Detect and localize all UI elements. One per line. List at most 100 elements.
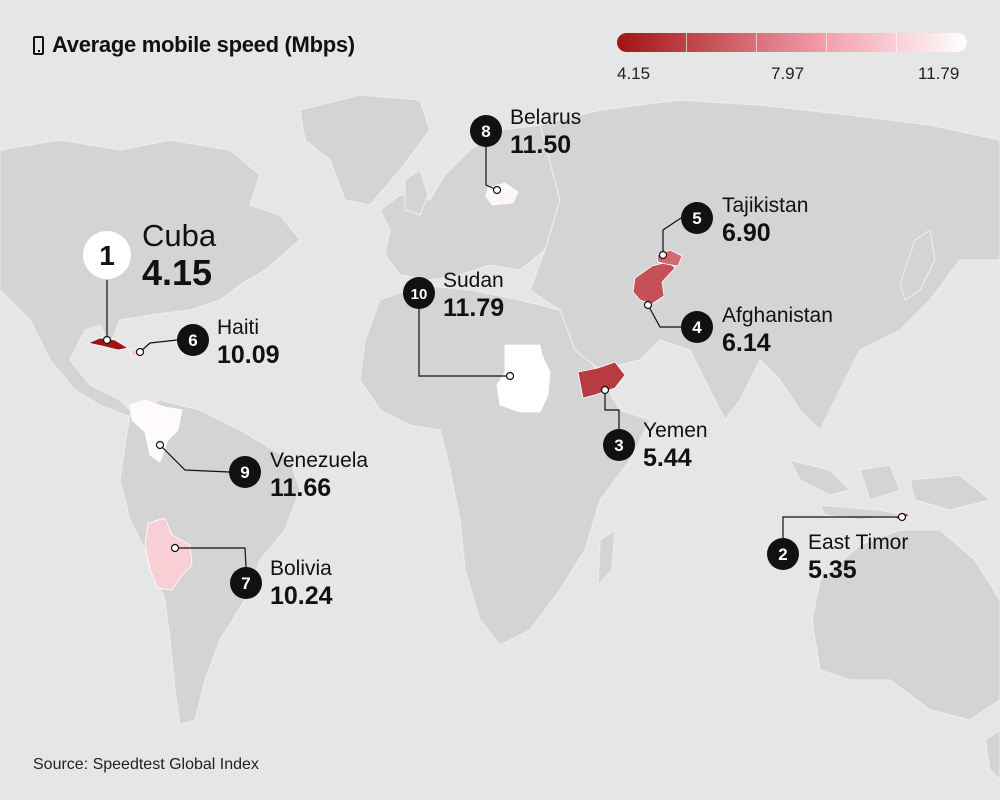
indonesia <box>788 459 992 521</box>
leader-yemen <box>604 390 620 429</box>
badge-sudan <box>403 277 435 309</box>
country-name: Bolivia <box>270 557 332 580</box>
badge-bolivia <box>230 567 262 599</box>
country-value: 10.24 <box>270 582 333 610</box>
badge-venezuela <box>229 456 261 488</box>
legend-divider <box>686 33 687 52</box>
australia <box>811 529 1000 721</box>
uk <box>404 169 429 216</box>
label-east-timor: East Timor 5.35 <box>808 532 908 583</box>
color-scale-legend <box>617 33 967 52</box>
country-name: Sudan <box>443 269 504 292</box>
country-name: Venezuela <box>270 449 369 472</box>
country-name: Belarus <box>510 106 582 129</box>
endpoint-venezuela <box>155 440 165 450</box>
badge-afghanistan <box>681 311 713 343</box>
badge-rank-haiti: 6 <box>188 331 197 350</box>
label-sudan: Sudan 11.79 <box>443 270 504 321</box>
japan <box>899 228 936 301</box>
country-value: 10.09 <box>217 341 280 369</box>
label-venezuela: Venezuela 11.66 <box>270 450 368 501</box>
country-value: 11.66 <box>270 474 332 502</box>
legend-max-label: 11.79 <box>918 64 960 83</box>
endpoint-yemen <box>600 385 610 395</box>
endpoint-tajikistan <box>658 250 668 260</box>
chart-title: Average mobile speed (Mbps) <box>33 32 355 58</box>
label-haiti: Haiti 10.09 <box>217 317 280 368</box>
endpoint-sudan <box>505 371 515 381</box>
new-zealand <box>984 729 1000 781</box>
country-venezuela[interactable] <box>129 399 183 463</box>
highlighted-countries <box>86 182 911 591</box>
label-afghanistan: Afghanistan 6.14 <box>722 305 833 356</box>
badge-rank-east-timor: 2 <box>778 545 787 564</box>
mobile-phone-icon <box>33 35 44 55</box>
endpoint-bolivia <box>170 543 180 553</box>
leader-bolivia <box>175 547 247 568</box>
badge-belarus <box>470 115 502 147</box>
country-name: Yemen <box>643 419 708 442</box>
endpoint-belarus <box>492 185 502 195</box>
badge-rank-belarus: 8 <box>481 122 490 141</box>
badge-rank-bolivia: 7 <box>241 574 250 593</box>
badge-haiti <box>177 324 209 356</box>
badge-tajikistan <box>681 202 713 234</box>
country-value: 5.35 <box>808 556 857 584</box>
source-note: Source: Speedtest Global Index <box>33 756 259 773</box>
legend-divider <box>756 33 757 52</box>
badge-cuba <box>83 231 131 279</box>
country-name: East Timor <box>808 531 909 554</box>
endpoint-cuba <box>102 335 112 345</box>
badge-rank-sudan: 10 <box>411 286 428 303</box>
legend-min-label: 4.15 <box>617 64 651 83</box>
endpoint-east-timor <box>897 512 907 522</box>
leader-sudan <box>418 309 510 377</box>
badge-rank-yemen: 3 <box>614 436 623 455</box>
badge-yemen <box>603 429 635 461</box>
country-name: Haiti <box>217 316 260 339</box>
leader-venezuela <box>159 444 230 473</box>
label-bolivia: Bolivia 10.24 <box>270 558 333 609</box>
africa <box>359 284 651 646</box>
label-belarus: Belarus 11.50 <box>510 107 581 158</box>
country-value: 4.15 <box>142 252 213 293</box>
leader-haiti <box>139 339 178 353</box>
chart-title-text: Average mobile speed (Mbps) <box>52 32 355 57</box>
asia <box>529 99 1000 432</box>
country-bolivia[interactable] <box>144 517 193 591</box>
legend-divider <box>826 33 827 52</box>
greenland <box>299 94 431 206</box>
leader-endpoints <box>102 185 907 553</box>
country-value: 6.14 <box>722 329 771 357</box>
leader-east-timor <box>782 516 902 538</box>
badge-rank-cuba: 1 <box>99 240 115 271</box>
badge-rank-venezuela: 9 <box>240 463 249 482</box>
country-value: 11.50 <box>510 131 572 159</box>
badge-rank-tajikistan: 5 <box>692 209 701 228</box>
country-value: 5.44 <box>643 444 692 472</box>
leader-afghanistan <box>647 304 681 328</box>
north-america <box>0 139 301 421</box>
country-sudan[interactable] <box>496 344 551 413</box>
badge-east-timor <box>767 538 799 570</box>
legend-mid-label: 7.97 <box>771 64 805 83</box>
country-yemen[interactable] <box>577 361 626 399</box>
endpoint-afghanistan <box>643 300 653 310</box>
rank-badges: 1 2 3 4 5 6 7 8 9 10 <box>83 115 799 599</box>
madagascar <box>597 528 616 587</box>
badge-rank-afghanistan: 4 <box>692 318 702 337</box>
endpoint-haiti <box>135 347 145 357</box>
country-name: Tajikistan <box>722 194 809 217</box>
label-cuba: Cuba 4.15 <box>142 220 216 291</box>
country-value: 11.79 <box>443 294 505 322</box>
label-tajikistan: Tajikistan 6.90 <box>722 195 808 246</box>
country-cuba[interactable] <box>86 337 130 351</box>
leader-tajikistan <box>662 217 682 255</box>
country-afghanistan[interactable] <box>632 261 676 305</box>
country-name: Cuba <box>142 218 217 253</box>
country-name: Afghanistan <box>722 304 833 327</box>
label-yemen: Yemen 5.44 <box>643 420 708 471</box>
country-value: 6.90 <box>722 219 771 247</box>
legend-divider <box>896 33 897 52</box>
